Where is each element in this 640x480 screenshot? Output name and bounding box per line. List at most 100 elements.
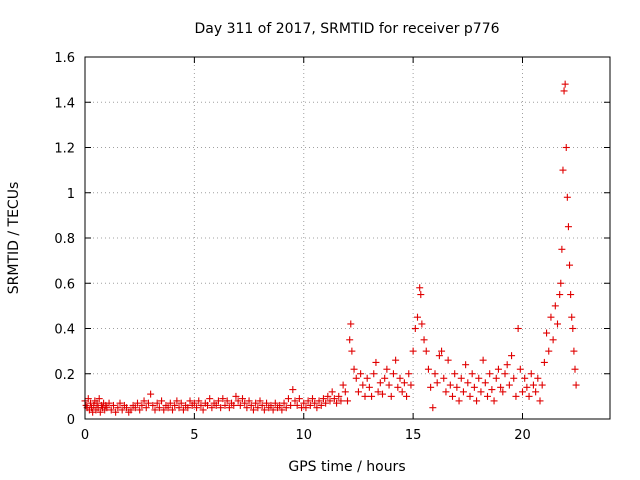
data-point	[241, 399, 249, 407]
data-point	[516, 365, 524, 373]
data-point	[381, 374, 389, 382]
data-point	[326, 397, 334, 405]
data-point	[453, 383, 461, 391]
x-tick-label: 0	[81, 428, 89, 443]
data-point	[254, 404, 262, 412]
data-point	[473, 397, 481, 405]
data-point	[212, 401, 220, 409]
data-point	[322, 399, 330, 407]
data-marks	[81, 80, 580, 416]
data-point	[149, 401, 157, 409]
data-point	[300, 399, 308, 407]
data-point	[217, 404, 225, 412]
data-point	[429, 404, 437, 412]
data-point	[105, 399, 113, 407]
data-point	[540, 358, 548, 366]
y-tick-label: 0.4	[54, 323, 75, 338]
data-point	[398, 388, 406, 396]
data-point	[295, 395, 303, 403]
data-point	[538, 381, 546, 389]
y-tick-label: 1.6	[54, 51, 75, 66]
data-point	[417, 291, 425, 299]
data-point	[529, 381, 537, 389]
data-point	[442, 388, 450, 396]
x-tick-label: 15	[405, 428, 422, 443]
data-point	[446, 381, 454, 389]
data-point	[459, 388, 467, 396]
data-point	[521, 374, 529, 382]
data-point	[179, 406, 187, 414]
data-point	[562, 144, 570, 151]
y-tick-label: 0.6	[54, 277, 75, 292]
data-point	[481, 379, 489, 387]
data-point	[112, 408, 120, 416]
data-point	[269, 406, 277, 414]
data-point	[195, 397, 203, 405]
data-point	[475, 374, 483, 382]
data-point	[280, 399, 288, 407]
data-point	[420, 336, 428, 344]
data-point	[140, 397, 148, 405]
data-point	[136, 406, 144, 414]
data-point	[93, 399, 101, 407]
data-point	[350, 365, 358, 373]
data-point	[219, 395, 227, 403]
data-point	[464, 379, 472, 387]
data-point	[409, 347, 417, 355]
data-point	[206, 395, 214, 403]
data-point	[252, 399, 260, 407]
data-point	[221, 401, 229, 409]
data-point	[328, 388, 336, 396]
data-point	[372, 358, 380, 366]
data-point	[311, 399, 319, 407]
data-point	[107, 406, 115, 414]
data-point	[559, 166, 567, 174]
data-point	[494, 365, 502, 373]
data-point	[234, 397, 242, 405]
data-point	[566, 261, 574, 269]
data-point	[499, 388, 507, 396]
data-point	[171, 401, 179, 409]
y-tick-label: 1.4	[54, 96, 75, 111]
data-point	[405, 370, 413, 378]
data-point	[497, 383, 505, 391]
data-point	[153, 399, 161, 407]
data-point	[383, 365, 391, 373]
data-point	[486, 370, 494, 378]
data-point	[451, 370, 459, 378]
axis-ticks: 0 5 10 15 20 0 0.2 0.4 0.6 0.8 1 1.2 1.4 1.6	[54, 51, 610, 443]
data-point	[400, 379, 408, 387]
data-point	[223, 397, 231, 405]
data-point	[527, 370, 535, 378]
data-point	[512, 392, 520, 400]
data-point	[315, 397, 323, 405]
data-point	[462, 361, 470, 369]
data-point	[256, 397, 264, 405]
data-point	[440, 374, 448, 382]
data-point	[438, 347, 446, 355]
data-point	[302, 404, 310, 412]
data-point	[427, 383, 435, 391]
data-point	[457, 374, 465, 382]
data-point	[313, 404, 321, 412]
data-point	[374, 388, 382, 396]
data-point	[147, 390, 155, 398]
plot-frame	[84, 56, 611, 420]
data-point	[554, 320, 561, 328]
data-point	[543, 329, 551, 337]
data-point	[208, 404, 216, 412]
data-point	[370, 370, 378, 378]
data-point	[291, 397, 299, 405]
data-point	[116, 399, 124, 407]
data-point	[558, 245, 566, 253]
data-point	[519, 388, 526, 396]
data-point	[109, 401, 117, 409]
data-point	[249, 406, 257, 414]
y-tick-label: 0	[67, 413, 75, 428]
data-point	[361, 392, 369, 400]
data-point	[344, 397, 351, 405]
y-tick-label: 1.2	[54, 142, 75, 157]
data-point	[131, 404, 139, 412]
data-point	[319, 395, 327, 403]
data-point	[470, 383, 478, 391]
